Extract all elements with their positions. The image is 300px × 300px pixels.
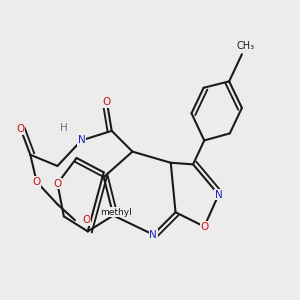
Text: O: O [16,124,25,134]
Text: N: N [215,190,223,200]
Text: O: O [200,222,208,232]
Text: N: N [77,135,85,146]
Text: O: O [103,97,111,107]
Text: CH₃: CH₃ [236,41,254,51]
Text: O: O [53,178,62,188]
Text: H: H [60,123,68,133]
Text: N: N [149,230,157,240]
Text: O: O [33,177,41,187]
Text: O: O [82,215,90,225]
Text: methyl: methyl [100,208,132,217]
